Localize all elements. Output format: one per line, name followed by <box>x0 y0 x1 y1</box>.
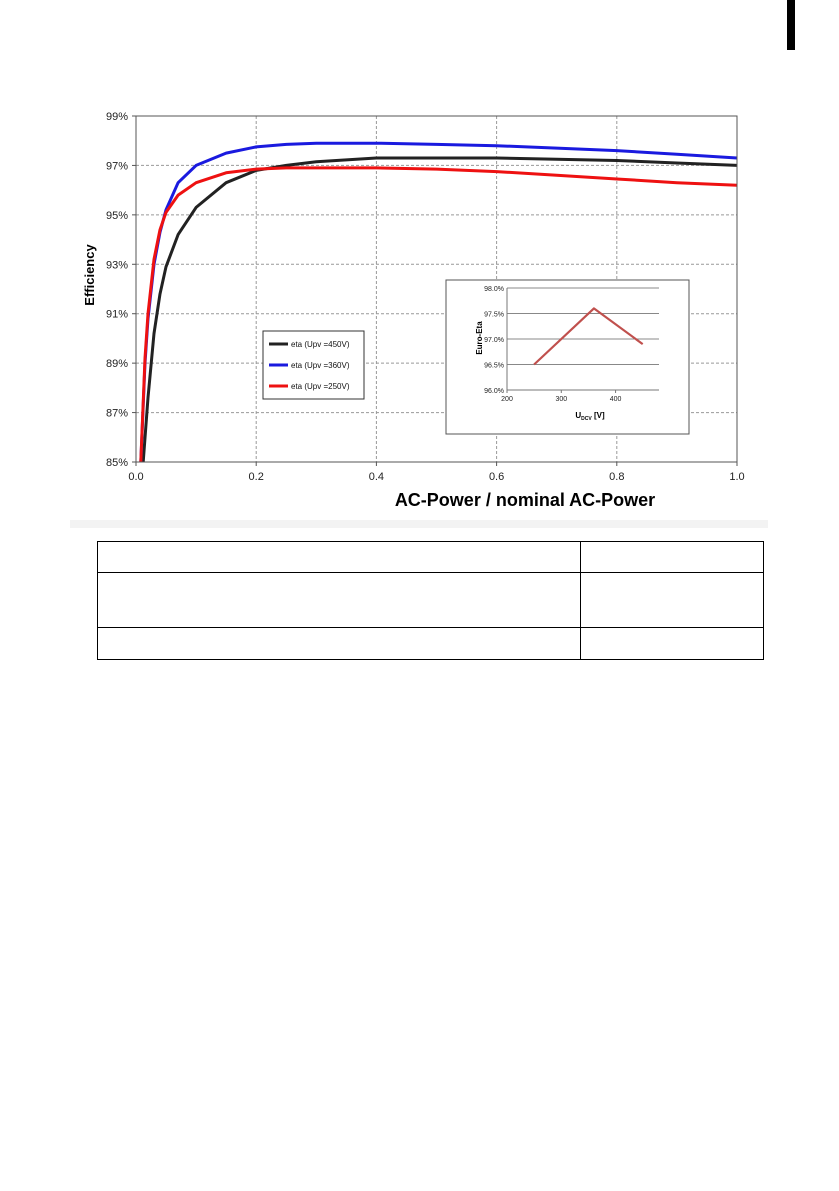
inset-x-label-tail: [V] <box>592 411 605 420</box>
inset-x-tick-label: 300 <box>555 396 567 403</box>
inset-x-tick-label: 400 <box>610 396 622 403</box>
inset-y-axis-label: Euro-Eta <box>475 321 484 355</box>
inset-y-tick-label: 96.5% <box>484 363 504 370</box>
inset-y-tick-label: 97.0% <box>484 337 504 344</box>
x-tick-label: 1.0 <box>729 471 744 483</box>
inset-x-tick-labels: 200 300 400 <box>501 396 621 403</box>
y-tick-label: 99% <box>106 111 128 123</box>
inset-x-label-main: U <box>575 411 581 420</box>
table-cell <box>580 541 764 573</box>
table-row <box>97 572 764 628</box>
inset-series-euro-eta <box>533 307 644 366</box>
inset-y-tick-label: 96.0% <box>484 388 504 395</box>
x-tick-label: 0.0 <box>128 471 143 483</box>
inset-series-line <box>533 307 644 366</box>
legend-label-360v: eta (Upv =360V) <box>291 361 350 370</box>
main-series-lines <box>139 141 738 463</box>
y-tick-label: 95% <box>106 210 128 222</box>
inset-y-tick-label: 98.0% <box>484 286 504 293</box>
x-tick-label: 0.2 <box>249 471 264 483</box>
inset-gridlines <box>506 287 659 393</box>
y-tick-label: 93% <box>106 259 128 271</box>
y-tick-label: 91% <box>106 309 128 321</box>
main-x-tick-labels: 0.0 0.2 0.4 0.6 0.8 1.0 <box>128 471 744 483</box>
plot-frame <box>135 115 738 463</box>
legend-label-450v: eta (Upv =450V) <box>291 340 350 349</box>
table-cell <box>580 627 764 660</box>
inset-y-tick-label: 97.5% <box>484 312 504 319</box>
x-tick-label: 0.8 <box>609 471 624 483</box>
x-tick-label: 0.4 <box>369 471 384 483</box>
chart-bottom-band <box>70 520 768 528</box>
y-axis-label: Efficiency <box>82 244 97 306</box>
inset-y-tick-labels: 96.0% 96.5% 97.0% 97.5% 98.0% <box>484 286 504 395</box>
main-y-tick-labels: 85% 87% 89% 91% 93% 95% 97% 99% <box>106 111 128 469</box>
y-tick-label: 89% <box>106 358 128 370</box>
table-cell <box>97 627 581 660</box>
series-line-250v <box>139 166 738 463</box>
table-row <box>97 627 764 660</box>
table-row <box>97 541 764 573</box>
table-cell <box>580 572 764 628</box>
inset-chart: 96.0% 96.5% 97.0% 97.5% 98.0% 200 300 400 Euro… <box>445 279 690 435</box>
y-tick-label: 85% <box>106 457 128 469</box>
table-cell <box>97 541 581 573</box>
inset-x-tick-label: 200 <box>501 396 513 403</box>
x-axis-label: AC-Power / nominal AC-Power <box>395 490 655 510</box>
inset-frame <box>445 279 690 435</box>
inset-x-axis-label: UDCV [V] <box>575 411 605 422</box>
page-edge-marker <box>787 0 795 50</box>
table-cell <box>97 572 581 628</box>
data-table <box>97 541 764 660</box>
legend-label-250v: eta (Upv =250V) <box>291 382 350 391</box>
y-tick-label: 87% <box>106 408 128 420</box>
y-tick-label: 97% <box>106 160 128 172</box>
x-tick-label: 0.6 <box>489 471 504 483</box>
efficiency-chart-svg: Efficiency AC-Power / nominal AC-Power 8… <box>70 100 768 528</box>
inset-x-label-sub: DCV <box>581 416 592 422</box>
efficiency-chart: Efficiency AC-Power / nominal AC-Power 8… <box>70 100 768 528</box>
legend: eta (Upv =450V) eta (Upv =360V) eta (Upv… <box>262 330 365 400</box>
